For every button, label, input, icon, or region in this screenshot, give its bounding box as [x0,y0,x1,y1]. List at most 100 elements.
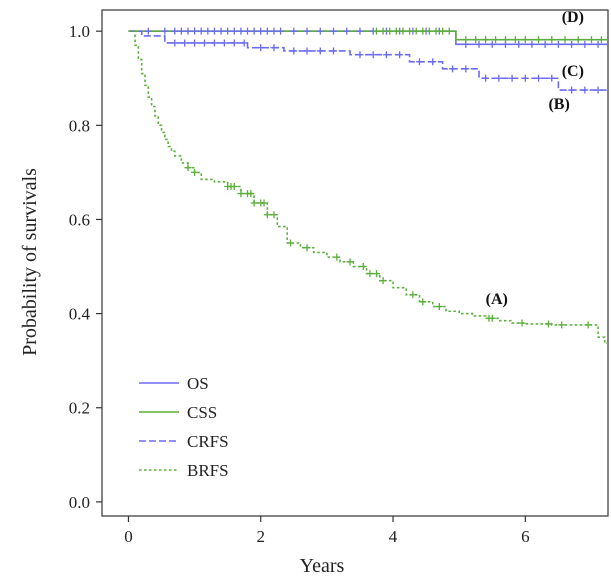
censor-mark-brfs [346,258,354,266]
censor-mark-crfs [220,39,228,47]
censor-mark-brfs [518,319,526,327]
annotation-label: (B) [548,96,569,113]
censor-mark-brfs [419,298,427,306]
censor-mark-crfs [495,74,503,82]
plot-frame [101,9,609,517]
censor-mark-crfs [568,86,576,94]
y-tick-label: 1.0 [69,22,90,41]
censor-mark-brfs [237,190,245,198]
censor-mark-os [197,27,205,35]
series-line-brfs [128,30,608,345]
censor-mark-crfs [230,39,238,47]
censor-mark-css [372,27,380,35]
censor-mark-brfs [366,270,374,278]
censor-mark-css [419,27,427,35]
censor-mark-os [594,40,602,48]
censor-mark-crfs [257,44,265,52]
censor-mark-css [386,27,394,35]
y-tick-label: 0.8 [69,116,90,135]
censor-mark-os [250,27,258,35]
censor-mark-css [412,27,420,35]
censor-mark-brfs [230,183,238,191]
censor-mark-os [277,27,285,35]
censor-mark-crfs [171,39,179,47]
censor-mark-css [574,36,582,44]
censor-mark-crfs [429,58,437,66]
censor-mark-css [561,36,569,44]
censor-mark-crfs [290,47,298,55]
censor-mark-os [184,27,192,35]
censor-mark-crfs [382,51,390,59]
x-tick-label: 4 [389,527,398,546]
censor-mark-crfs [548,74,556,82]
censor-mark-css [439,27,447,35]
censor-mark-os [568,40,576,48]
censor-mark-crfs [303,47,311,55]
censor-mark-os [224,27,232,35]
censor-mark-css [472,36,480,44]
censor-mark-brfs [488,314,496,322]
x-tick-label: 2 [256,527,265,546]
censor-mark-os [475,40,483,48]
censor-mark-brfs [260,199,268,207]
censor-mark-os [528,40,536,48]
y-axis-title: Probability of survivals [19,168,41,356]
x-tick-label: 6 [521,527,530,546]
censor-mark-crfs [210,39,218,47]
y-tick-label: 0.2 [69,399,90,418]
censor-mark-os [263,27,271,35]
legend-label-os: OS [187,374,209,393]
censor-mark-brfs [270,211,278,219]
legend-label-brfs: BRFS [187,461,229,480]
censor-mark-os [244,27,252,35]
censor-mark-os [177,27,185,35]
censor-mark-os [581,40,589,48]
annotation-label: (C) [562,63,584,80]
axes: 0 2 4 6 0.0 0.2 0.4 0.6 0.8 1.0 [69,9,609,546]
censor-mark-css [399,27,407,35]
censor-mark-crfs [535,74,543,82]
censor-mark-os [217,27,225,35]
censor-mark-crfs [270,44,278,52]
y-tick-label: 0.0 [69,493,90,512]
censor-mark-os [554,40,562,48]
censor-mark-crfs [330,47,338,55]
censor-mark-crfs [594,86,602,94]
censor-mark-brfs [333,253,341,261]
censor-mark-css [511,36,519,44]
censor-mark-css [492,36,500,44]
x-tick-label: 0 [124,527,133,546]
censor-mark-crfs [201,39,209,47]
censor-mark-os [316,27,324,35]
censor-mark-css [379,27,387,35]
censor-mark-os [237,27,245,35]
censor-mark-crfs [508,74,516,82]
series-line-crfs [128,30,608,91]
censor-mark-os [191,27,199,35]
censor-mark-css [548,36,556,44]
censor-mark-brfs [247,190,255,198]
censor-mark-css [597,36,605,44]
censor-mark-crfs [181,39,189,47]
censor-mark-os [343,27,351,35]
censor-mark-crfs [415,58,423,66]
censor-mark-crfs [521,74,529,82]
censor-mark-crfs [316,47,324,55]
censor-mark-crfs [356,51,364,59]
censor-mark-crfs [240,39,248,47]
y-tick-label: 0.6 [69,210,90,229]
legend: OS CSS CRFS BRFS [139,374,229,480]
censor-mark-crfs [449,65,457,73]
censor-mark-os [144,27,152,35]
censor-mark-brfs [191,168,199,176]
censor-mark-os [270,27,278,35]
censor-mark-css [445,27,453,35]
annotations: (A) (B) (C) (D) [486,9,584,308]
censor-mark-crfs [191,39,199,47]
censor-mark-css [425,27,433,35]
censor-mark-os [303,27,311,35]
censor-mark-brfs [303,244,311,252]
legend-label-css: CSS [187,403,217,422]
censor-mark-brfs [287,239,295,247]
censor-mark-crfs [462,65,470,73]
